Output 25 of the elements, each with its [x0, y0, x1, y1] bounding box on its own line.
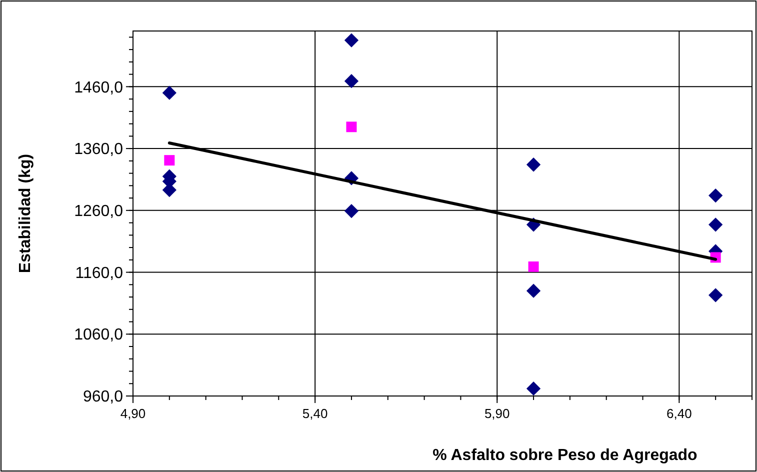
point [344, 74, 359, 88]
y-axis-title: Estabilidad (kg) [17, 154, 34, 274]
y-tick-label: 960,0 [82, 388, 124, 406]
point [164, 155, 175, 166]
point [708, 288, 723, 302]
point [526, 158, 541, 172]
point [528, 261, 539, 272]
point [526, 382, 541, 396]
point [708, 218, 723, 232]
point [344, 204, 359, 218]
point [344, 33, 359, 48]
point [526, 284, 541, 298]
x-tick-label: 4,90 [120, 406, 146, 421]
y-tick-label: 1360,0 [74, 141, 124, 158]
x-tick-label: 6,40 [666, 406, 692, 421]
y-tick-label: 1260,0 [74, 203, 124, 220]
point [346, 122, 357, 132]
y-tick-label: 1060,0 [74, 326, 124, 344]
point [162, 86, 176, 100]
point [708, 188, 723, 203]
x-axis-title: % Asfalto sobre Peso de Agregado [432, 447, 698, 464]
y-tick-label: 1460,0 [74, 79, 124, 96]
x-tick-label: 5,90 [484, 406, 510, 421]
x-tick-label: 5,40 [302, 406, 328, 421]
y-tick-label: 1160,0 [75, 264, 124, 282]
